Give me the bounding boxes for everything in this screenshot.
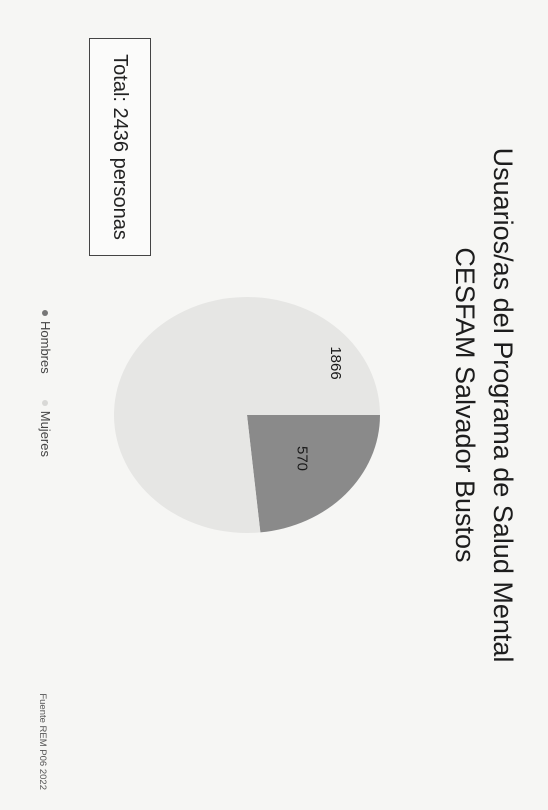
pie-slice-mujeres bbox=[114, 297, 380, 533]
pie-chart: 570 1866 bbox=[112, 295, 382, 535]
total-box: Total: 2436 personas bbox=[89, 38, 151, 256]
total-label: Total: 2436 personas bbox=[109, 54, 132, 240]
chart-title-line-2: CESFAM Salvador Bustos bbox=[450, 247, 480, 563]
pie-slice-hombres bbox=[247, 415, 380, 533]
chart-title-line-1: Usuarios/as del Programa de Salud Mental bbox=[488, 147, 518, 663]
data-label-mujeres: 1866 bbox=[327, 346, 344, 379]
pie-svg: 570 1866 bbox=[114, 297, 380, 533]
source-note: Fuente REM P06 2022 bbox=[37, 693, 48, 790]
data-label-hombres: 570 bbox=[293, 446, 310, 471]
